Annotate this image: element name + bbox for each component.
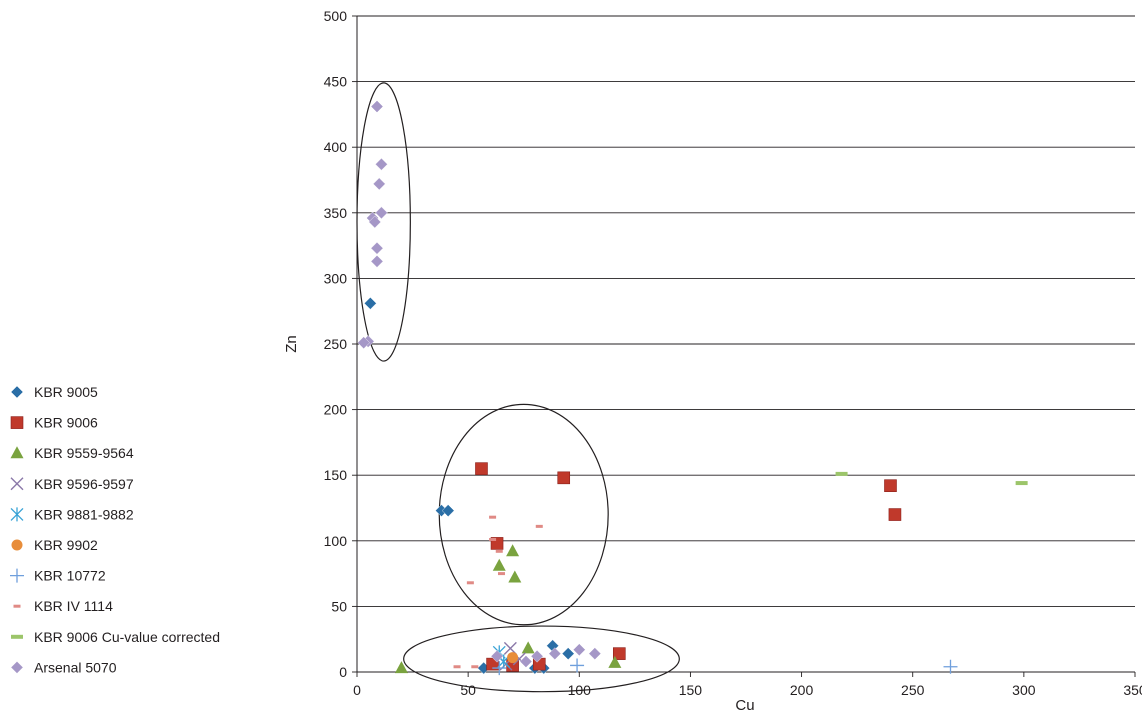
y-tick-label: 250 (324, 336, 348, 352)
legend-marker (13, 604, 21, 608)
data-point (884, 479, 897, 492)
cluster-ellipse (356, 82, 411, 362)
data-point (370, 100, 384, 113)
data-point (612, 647, 626, 660)
gridlines (357, 15, 1135, 607)
legend-marker (10, 568, 24, 583)
legend: KBR 9005 KBR 9006 KBR 9559-9564 KBR 9596-95… (10, 384, 220, 675)
y-tick-label: 300 (324, 270, 348, 286)
data-point (489, 537, 497, 541)
legend-marker (10, 385, 24, 399)
data-point (507, 652, 519, 664)
data-point (535, 524, 543, 528)
cluster-ellipse (403, 625, 680, 693)
legend-marker (10, 507, 24, 522)
data-point (441, 504, 455, 517)
x-tick-label: 50 (460, 682, 476, 698)
legend-label: KBR IV 1114 (34, 598, 113, 614)
legend-marker (10, 661, 24, 674)
legend-marker (10, 416, 24, 429)
data-point (548, 647, 562, 660)
legend-label: Arsenal 5070 (34, 659, 117, 675)
y-tick-label: 500 (324, 8, 348, 24)
data-point (943, 659, 958, 674)
data-point (495, 549, 503, 553)
data-point (561, 647, 575, 660)
data-point (888, 508, 902, 521)
data-point (370, 241, 384, 255)
data-point (394, 661, 408, 674)
data-point (519, 655, 533, 668)
data-point (357, 336, 370, 349)
data-point (506, 544, 520, 557)
legend-marker (10, 446, 24, 459)
data-point (370, 255, 384, 268)
data-point (508, 570, 522, 583)
data-point (375, 157, 388, 171)
data-point (489, 515, 497, 519)
legend-label: KBR 9006 (34, 415, 98, 431)
y-tick-label: 150 (324, 467, 348, 483)
legend-label: KBR 10772 (34, 568, 106, 584)
x-axis-title: Cu (735, 697, 754, 713)
data-point (492, 558, 506, 571)
x-tick-label: 250 (901, 682, 925, 698)
y-tick-label: 100 (324, 533, 348, 549)
data-point (608, 655, 622, 668)
data-point (835, 471, 848, 476)
data-point (490, 649, 504, 663)
data-point (471, 665, 479, 669)
x-tick-label: 0 (353, 682, 361, 698)
data-point (557, 471, 571, 485)
y-axis-title: Zn (283, 335, 300, 353)
data-point (521, 641, 535, 654)
y-tick-label: 0 (339, 664, 347, 680)
y-tick-label: 400 (324, 139, 348, 155)
legend-label: KBR 9006 Cu-value corrected (34, 629, 220, 645)
legend-marker (11, 634, 23, 639)
data-point (466, 581, 474, 585)
data-point (570, 658, 585, 673)
data-point (364, 297, 377, 310)
y-tick-label: 450 (324, 74, 348, 90)
data-point (372, 177, 386, 191)
data-point (486, 657, 499, 671)
data-point (530, 649, 544, 663)
data-point (375, 206, 388, 220)
data-point (588, 647, 602, 660)
x-tick-label: 300 (1012, 682, 1036, 698)
data-point (497, 572, 505, 576)
data-point (573, 643, 586, 656)
y-tick-label: 200 (324, 402, 348, 418)
legend-label: KBR 9881-9882 (34, 506, 134, 522)
legend-marker (10, 477, 24, 491)
data-points (357, 100, 1028, 676)
legend-label: KBR 9902 (34, 537, 98, 553)
legend-label: KBR 9559-9564 (34, 445, 134, 461)
data-point (492, 661, 507, 676)
y-tick-label: 50 (331, 598, 347, 614)
legend-label: KBR 9005 (34, 384, 98, 400)
cluster-ellipses (356, 82, 680, 693)
x-tick-label: 150 (679, 682, 703, 698)
x-tick-label: 200 (790, 682, 814, 698)
y-tick-label: 350 (324, 205, 348, 221)
cluster-ellipse (438, 403, 609, 626)
x-tick-label: 350 (1123, 682, 1142, 698)
data-point (1015, 481, 1028, 486)
data-point (453, 665, 461, 669)
legend-marker (11, 539, 23, 551)
data-point (475, 462, 488, 475)
legend-label: KBR 9596-9597 (34, 476, 134, 492)
data-point (368, 215, 382, 229)
